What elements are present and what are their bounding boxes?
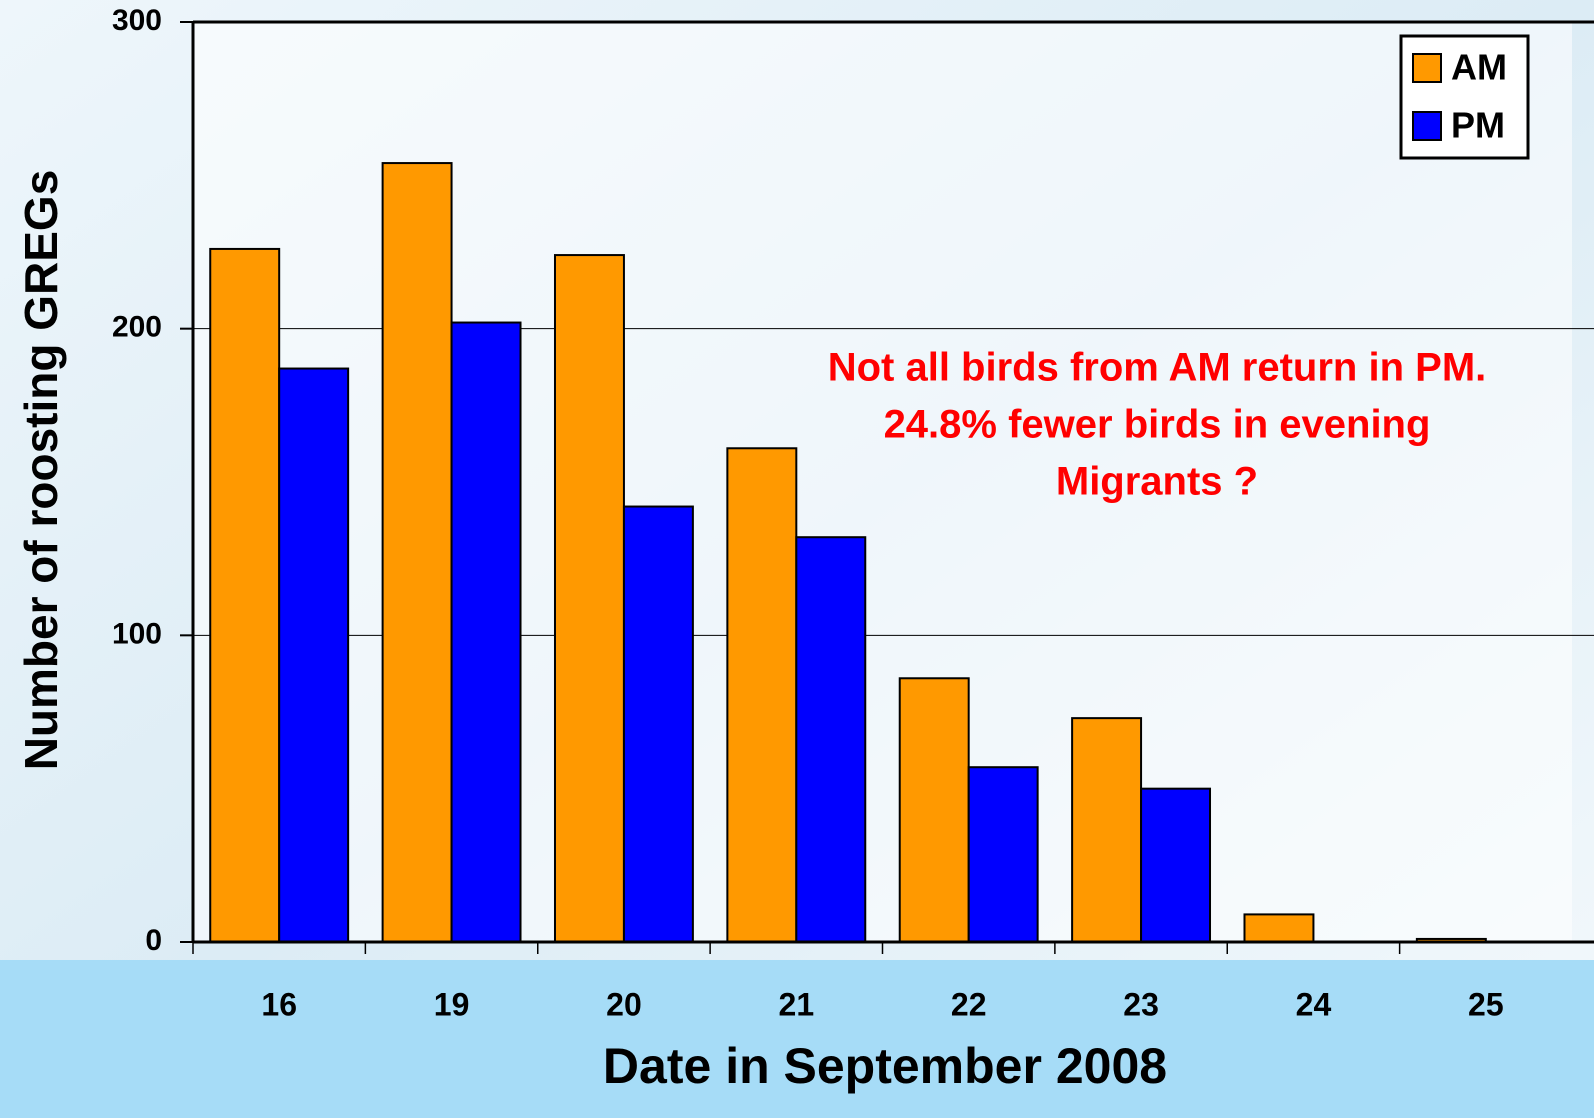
legend-swatch <box>1412 111 1442 141</box>
bar <box>898 677 970 943</box>
x-tick-label: 25 <box>1468 986 1504 1022</box>
legend-swatch <box>1412 53 1442 83</box>
legend-label: AM <box>1451 47 1507 88</box>
legend-label: PM <box>1451 105 1505 146</box>
x-tick-label: 24 <box>1296 986 1332 1022</box>
bar <box>278 367 350 943</box>
x-tick-label: 23 <box>1123 986 1159 1022</box>
bar <box>726 447 798 943</box>
x-tick-label: 19 <box>434 986 470 1022</box>
footer-band <box>0 960 1594 1118</box>
bar <box>1071 717 1143 944</box>
annotation: Migrants ? <box>1056 460 1258 504</box>
annotation: 24.8% fewer birds in evening <box>884 403 1431 447</box>
bar <box>622 505 694 943</box>
y-tick-label: 300 <box>112 4 162 37</box>
bar <box>209 247 281 943</box>
x-tick-label: 16 <box>261 986 297 1022</box>
bar <box>967 766 1039 944</box>
y-axis-title: Number of roosting GREGs <box>15 170 67 771</box>
y-tick-label: 200 <box>112 311 162 344</box>
bar <box>381 162 453 944</box>
bar <box>553 254 625 944</box>
bar <box>1140 787 1212 944</box>
x-tick-label: 22 <box>951 986 987 1022</box>
y-tick-label: 100 <box>112 617 162 650</box>
annotation: Not all birds from AM return in PM. <box>828 346 1487 390</box>
x-tick-label: 20 <box>606 986 642 1022</box>
bar <box>795 536 867 943</box>
bar <box>450 321 522 943</box>
y-tick-label: 0 <box>145 924 162 957</box>
x-tick-label: 21 <box>779 986 815 1022</box>
x-axis-title: Date in September 2008 <box>603 1038 1167 1094</box>
bar <box>1243 913 1315 944</box>
